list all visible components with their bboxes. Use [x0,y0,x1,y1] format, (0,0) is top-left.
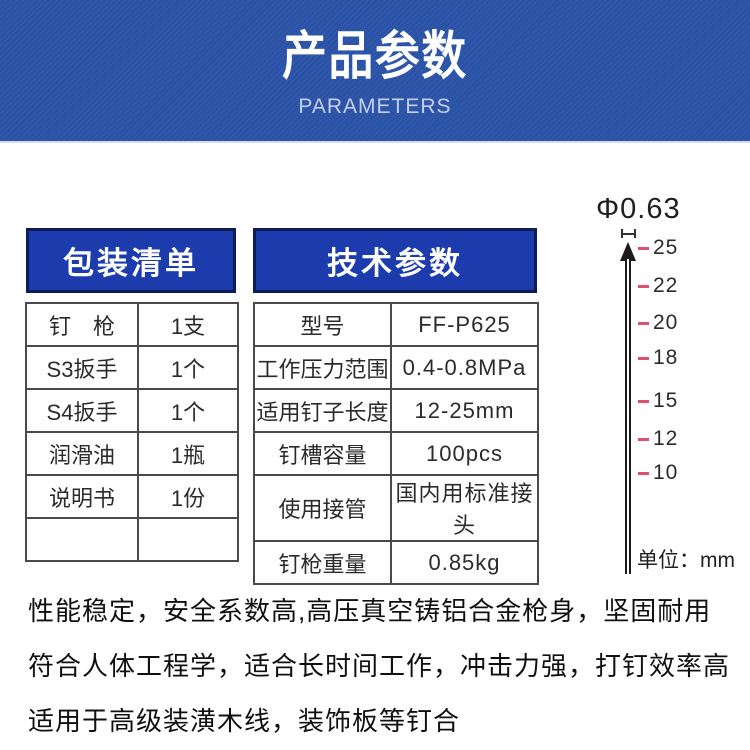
spec-label: 型号 [253,302,392,347]
packing-list-table: 钉 枪 1支 S3扳手 1个 S4扳手 1个 润滑油 1瓶 说明书 1份 [25,302,239,562]
tick-dash-icon [638,246,649,250]
tick-label: 25 [653,236,679,259]
packing-item [25,517,139,562]
spec-label: 工作压力范围 [253,345,392,390]
nail-length-tick: 15 [638,389,678,413]
tick-dash-icon [638,437,649,441]
nail-shaft-icon [625,259,631,574]
nail-arrow-icon [620,242,636,261]
tick-dash-icon [638,399,649,403]
unit-label: 单位：mm [637,549,735,572]
spec-value: 100pcs [390,431,539,476]
tick-label: 22 [653,274,679,297]
packing-qty: 1份 [137,474,239,519]
packing-list-header: 包装清单 [26,228,236,293]
tick-label: 15 [653,389,679,412]
packing-item: S3扳手 [25,345,139,390]
nail-diameter-label: Φ0.63 [596,193,681,225]
spec-value: FF-P625 [390,302,539,347]
spec-value: 国内用标准接头 [390,474,539,542]
tick-dash-icon [638,356,649,360]
packing-qty: 1瓶 [137,431,239,476]
nail-length-tick: 10 [638,461,678,485]
table-row: 适用钉子长度 12-25mm [253,388,539,433]
description-line: 适用于高级装潢木线，装饰板等钉合 [28,706,461,736]
table-row: S4扳手 1个 [25,388,239,433]
banner: 产品参数 PARAMETERS [0,0,750,143]
tick-dash-icon [638,321,649,325]
tick-label: 20 [653,311,679,334]
packing-qty [137,517,239,562]
table-row: 说明书 1份 [25,474,239,519]
spec-label: 适用钉子长度 [253,388,392,433]
spec-label: 使用接管 [253,474,392,542]
tick-dash-icon [638,284,649,288]
packing-qty: 1个 [137,345,239,390]
table-row: 润滑油 1瓶 [25,431,239,476]
tech-specs-header: 技术参数 [253,228,537,293]
description-line: 符合人体工程学，适合长时间工作，冲击力强，打钉效率高 [28,651,731,681]
spec-value: 0.4-0.8MPa [390,345,539,390]
nail-length-tick: 22 [638,274,678,298]
table-row: 使用接管 国内用标准接头 [253,474,539,542]
packing-qty: 1个 [137,388,239,433]
table-row: 钉 枪 1支 [25,302,239,347]
spec-value: 12-25mm [390,388,539,433]
tick-label: 12 [653,427,679,450]
nail-length-tick: 20 [638,311,678,335]
diameter-bracket-icon [621,229,636,238]
tech-specs-table: 型号 FF-P625 工作压力范围 0.4-0.8MPa 适用钉子长度 12-2… [253,302,539,585]
packing-item: S4扳手 [25,388,139,433]
tick-dash-icon [638,471,649,475]
spec-label: 钉枪重量 [253,540,392,585]
spec-value: 0.85kg [390,540,539,585]
table-row: 型号 FF-P625 [253,302,539,347]
packing-qty: 1支 [137,302,239,347]
table-row: S3扳手 1个 [25,345,239,390]
packing-item: 说明书 [25,474,139,519]
table-row: 钉枪重量 0.85kg [253,540,539,585]
product-description: 性能稳定，安全系数高,高压真空铸铝合金枪身，坚固耐用 符合人体工程学，适合长时间… [28,584,731,749]
tick-label: 10 [653,461,679,484]
packing-item: 润滑油 [25,431,139,476]
description-line: 性能稳定，安全系数高,高压真空铸铝合金枪身，坚固耐用 [28,596,712,626]
nail-length-tick: 18 [638,346,678,370]
nail-length-tick: 25 [638,236,678,260]
table-row: 工作压力范围 0.4-0.8MPa [253,345,539,390]
packing-item: 钉 枪 [25,302,139,347]
spec-label: 钉槽容量 [253,431,392,476]
page-title: 产品参数 [282,28,468,86]
nail-length-tick: 12 [638,427,678,451]
tick-label: 18 [653,346,679,369]
page-subtitle: PARAMETERS [298,95,452,118]
table-row: 钉槽容量 100pcs [253,431,539,476]
table-row [25,517,239,562]
